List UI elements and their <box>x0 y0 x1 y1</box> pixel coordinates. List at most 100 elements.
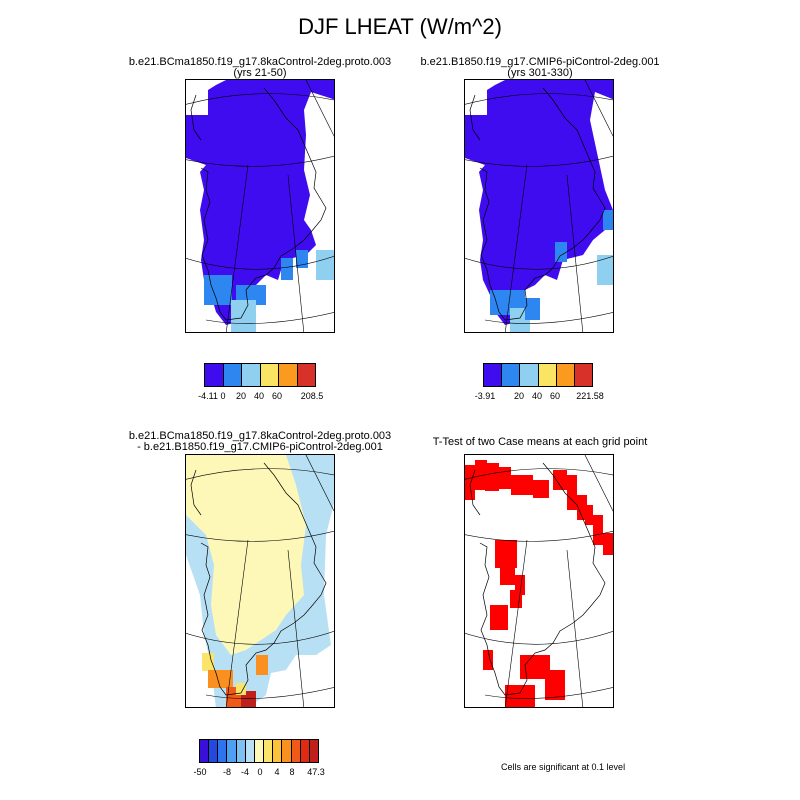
cbar1-swatch-2 <box>242 364 261 386</box>
cbar3-swatch-6 <box>254 740 265 762</box>
cbar3-swatch-1 <box>209 740 219 762</box>
cbar1-label-0: -4.11 <box>198 391 218 401</box>
cbar1-label-3: 40 <box>253 391 265 401</box>
cbar3-label-6: 47.3 <box>307 767 325 777</box>
greenland-map-3 <box>186 455 334 707</box>
significant-cell <box>483 650 493 670</box>
coastline <box>469 462 606 696</box>
cell <box>202 653 214 671</box>
lheat-cells <box>465 80 613 332</box>
cell <box>597 255 613 285</box>
significant-cell <box>475 460 487 490</box>
significant-cells <box>465 460 613 707</box>
significant-cell <box>505 685 535 707</box>
cbar3-swatch-9 <box>282 740 292 762</box>
main-title: DJF LHEAT (W/m^2) <box>298 14 502 39</box>
panel2-title-line2: (yrs 301-330) <box>507 67 573 79</box>
cbar1-label-4: 60 <box>271 391 283 401</box>
map-panel-3 <box>185 454 335 708</box>
cbar1-label-5: 208.5 <box>300 391 324 401</box>
cbar3-swatch-3 <box>227 740 237 762</box>
panel1-title: b.e21.BCma1850.f19_g17.8kaControl-2deg.p… <box>100 57 420 79</box>
cbar2-swatch-1 <box>502 364 521 386</box>
map-panel-2 <box>464 79 614 333</box>
greenland-map-4 <box>465 455 613 707</box>
cell <box>281 258 293 280</box>
significant-cell <box>485 463 499 491</box>
gap-cell <box>465 80 487 115</box>
panel2-title: b.e21.B1850.f19_g17.CMIP6-piControl-2deg… <box>380 57 700 79</box>
cbar3-label-4: 4 <box>274 767 280 777</box>
cbar3-swatch-7 <box>264 740 274 762</box>
significant-cell <box>495 540 517 568</box>
significant-cell <box>593 515 603 545</box>
significance-footnote: Cells are significant at 0.1 level <box>501 762 626 772</box>
ice-sheet-region <box>186 80 334 325</box>
cbar2-label-1: 20 <box>513 391 525 401</box>
significant-cell <box>533 480 549 498</box>
cbar3-label-3: 0 <box>257 767 263 777</box>
cell <box>555 242 567 262</box>
panel2-title-line1: b.e21.B1850.f19_g17.CMIP6-piControl-2deg… <box>420 56 660 68</box>
cbar3-swatch-5 <box>245 740 255 762</box>
cbar3-label-2: -4 <box>240 767 250 777</box>
cbar3-label-5: 8 <box>289 767 295 777</box>
coastline <box>190 462 327 696</box>
panel3-title: b.e21.BCma1850.f19_g17.8kaControl-2deg.p… <box>100 431 420 453</box>
cell <box>316 250 334 280</box>
graticule <box>186 455 334 707</box>
lheat-cells <box>186 80 334 332</box>
cbar3-swatch-0 <box>200 740 210 762</box>
cbar3-label-1: -8 <box>222 767 232 777</box>
ice-sheet-region <box>465 80 613 325</box>
cbar2-label-0: -3.91 <box>474 391 496 401</box>
cbar1-swatch-5 <box>297 364 315 386</box>
cbar2-swatch-5 <box>574 364 593 386</box>
panel1-title-line2: (yrs 21-50) <box>233 67 287 79</box>
cbar2-swatch-4 <box>556 364 575 386</box>
significant-cell <box>553 470 567 490</box>
cbar1-swatch-0 <box>205 364 224 386</box>
significant-cell <box>545 670 565 700</box>
colorbar-3 <box>199 739 319 763</box>
graticule <box>186 80 334 332</box>
greenland-map-2 <box>465 80 613 332</box>
cell <box>256 655 268 675</box>
map-panel-1 <box>185 79 335 333</box>
graticule <box>465 80 613 332</box>
significant-cell <box>490 605 508 630</box>
colorbar-1 <box>204 363 316 387</box>
colorbar-2 <box>483 363 593 387</box>
significant-cell <box>497 467 511 489</box>
coastline <box>469 87 606 321</box>
panel4-title: T-Test of two Case means at each grid po… <box>380 437 700 448</box>
significant-cell <box>465 465 475 500</box>
cell <box>231 300 256 332</box>
panel1-title-line1: b.e21.BCma1850.f19_g17.8kaControl-2deg.p… <box>128 56 392 68</box>
significant-cell <box>585 505 593 525</box>
coastline <box>190 87 327 321</box>
gap-cell <box>186 80 208 115</box>
cbar3-swatch-10 <box>291 740 301 762</box>
cbar3-swatch-11 <box>300 740 310 762</box>
cell <box>603 210 613 230</box>
cbar2-swatch-3 <box>538 364 557 386</box>
cell <box>204 275 232 305</box>
cell <box>525 298 540 320</box>
cbar1-swatch-1 <box>223 364 242 386</box>
cbar1-label-2: 20 <box>235 391 247 401</box>
map-panel-4 <box>464 454 614 708</box>
cbar2-swatch-2 <box>520 364 539 386</box>
cbar1-swatch-4 <box>279 364 298 386</box>
cell <box>236 683 246 695</box>
cbar2-swatch-0 <box>484 364 503 386</box>
graticule <box>465 455 613 707</box>
cbar2-label-4: 221.58 <box>576 391 604 401</box>
significant-cell <box>511 475 533 495</box>
significant-cell <box>577 495 587 520</box>
significant-cell <box>567 475 577 510</box>
cbar2-label-3: 60 <box>549 391 561 401</box>
cbar3-swatch-8 <box>273 740 283 762</box>
cell <box>208 670 233 688</box>
significant-cell <box>603 533 613 555</box>
